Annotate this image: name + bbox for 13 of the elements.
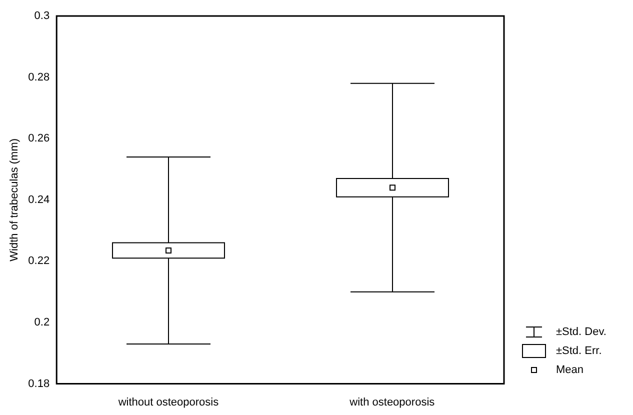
y-axis-title: Width of trabeculas (mm) [8,138,21,262]
text: ±Std. Err. [556,344,602,356]
y-tick-label: 0.22 [28,255,50,268]
y-tick-label: 0.24 [28,194,50,206]
y-tick-label: 0.18 [28,378,50,390]
x-tick-label: with osteoporosis [348,396,436,408]
text: ±Std. Dev. [556,326,606,338]
y-tick-label: 0.26 [28,132,50,145]
y-tick-label: 0.2 [34,316,50,329]
text: Mean [556,364,584,376]
y-tick-label: 0.3 [34,10,50,22]
y-tick-label: 0.28 [28,71,50,84]
x-tick-label: without osteoporosis [117,396,220,408]
